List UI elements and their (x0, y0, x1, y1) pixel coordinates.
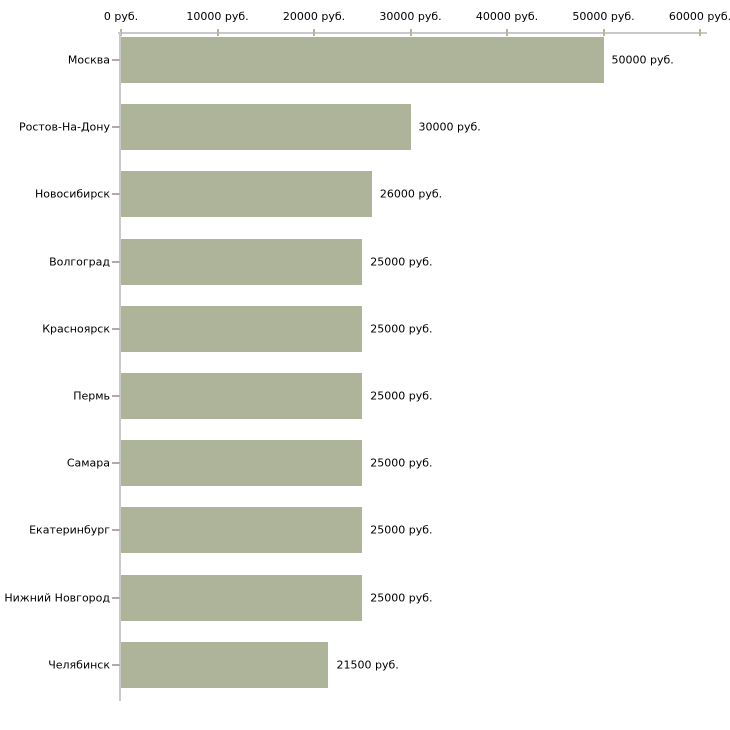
value-label: 25000 руб. (370, 322, 433, 336)
category-label: Нижний Новгород (4, 591, 110, 605)
value-label: 30000 руб. (418, 120, 481, 134)
x-axis-tick-label: 50000 руб. (572, 10, 635, 23)
x-axis-tick-label: 0 руб. (103, 10, 139, 23)
y-axis-tick-mark (112, 462, 120, 465)
value-label: 25000 руб. (370, 591, 433, 605)
category-label: Пермь (73, 389, 110, 403)
x-axis-tick-mark (313, 29, 315, 36)
value-label: 21500 руб. (336, 658, 399, 672)
x-axis-tick-label: 60000 руб. (668, 10, 730, 23)
x-axis-tick-mark (120, 29, 122, 36)
x-axis-tick-mark (409, 29, 412, 36)
bar-2 (121, 104, 411, 151)
y-axis-tick-mark (112, 663, 120, 666)
value-label: 25000 руб. (370, 255, 433, 269)
y-axis-tick-mark (112, 327, 120, 330)
y-axis-tick-mark (112, 260, 120, 263)
bar-7 (121, 440, 363, 487)
bar-9 (121, 574, 363, 621)
y-axis-tick-mark (112, 529, 120, 532)
x-axis-tick-mark (699, 29, 701, 36)
value-label: 25000 руб. (370, 523, 433, 537)
category-label: Новосибирск (34, 187, 110, 201)
value-label: 25000 руб. (370, 389, 433, 403)
bar-6 (121, 373, 363, 419)
bar-5 (121, 305, 363, 352)
y-axis-tick-mark (112, 126, 120, 129)
bar-3 (121, 171, 372, 218)
value-label: 25000 руб. (370, 456, 433, 470)
bar-1 (121, 37, 604, 83)
x-axis-tick-label: 10000 руб. (186, 10, 249, 23)
y-axis-tick-mark (112, 596, 120, 599)
category-label: Волгоград (49, 255, 110, 269)
y-axis-tick-mark (112, 395, 120, 397)
bar-10 (121, 641, 329, 688)
category-label: Самара (66, 456, 110, 470)
value-label: 26000 руб. (379, 187, 443, 201)
category-label: Екатеринбург (29, 523, 110, 537)
category-label: Красноярск (42, 322, 110, 336)
x-axis-tick-mark (602, 29, 605, 36)
value-label: 50000 руб. (611, 53, 674, 67)
y-axis-tick-mark (112, 193, 120, 196)
x-axis-tick-mark (216, 29, 219, 36)
category-label: Москва (67, 53, 110, 67)
x-axis-tick-mark (506, 29, 508, 36)
x-axis-tick-label: 40000 руб. (475, 10, 539, 23)
category-label: Челябинск (48, 658, 110, 672)
x-axis-tick-label: 30000 руб. (379, 10, 442, 23)
x-axis-tick-label: 20000 руб. (282, 10, 346, 23)
y-axis-tick-mark (112, 59, 120, 61)
x-axis-line (118, 32, 707, 34)
bar-4 (121, 238, 363, 285)
bar-8 (121, 507, 363, 554)
y-axis-line (119, 32, 121, 701)
category-label: Ростов-На-Дону (18, 120, 110, 134)
